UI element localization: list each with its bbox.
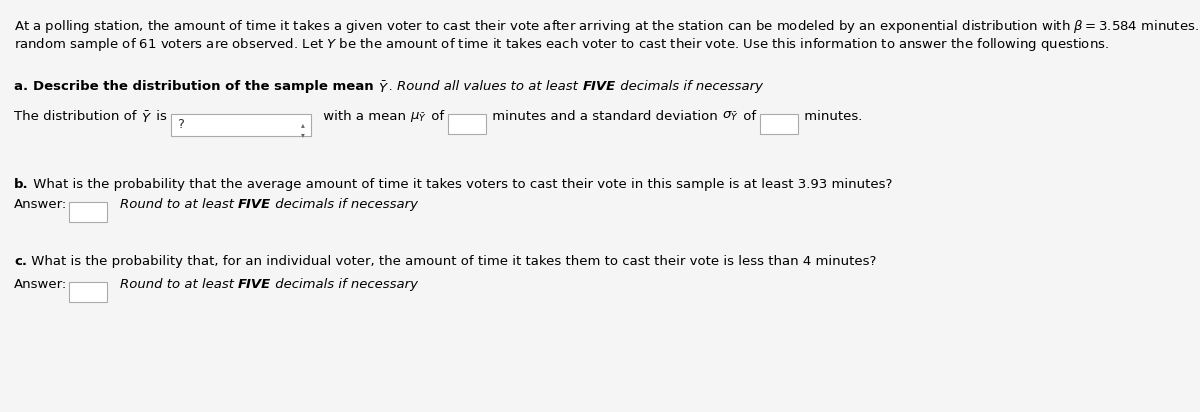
Text: $\sigma_{\bar{Y}}$: $\sigma_{\bar{Y}}$ [722,110,739,123]
Text: minutes.: minutes. [800,110,863,123]
Text: Round to at least: Round to at least [120,198,238,211]
Text: Answer:: Answer: [14,278,67,291]
Text: Round to at least: Round to at least [120,278,238,291]
Text: random sample of 61 voters are observed. Let $Y$ be the amount of time it takes : random sample of 61 voters are observed.… [14,36,1109,53]
Text: of: of [739,110,761,123]
Text: $\bar{Y}$: $\bar{Y}$ [378,80,389,96]
Text: is: is [151,110,170,123]
Text: The distribution of: The distribution of [14,110,140,123]
Text: of: of [427,110,449,123]
Text: .: . [389,80,397,93]
Text: minutes and a standard deviation: minutes and a standard deviation [488,110,722,123]
Text: What is the probability that, for an individual voter, the amount of time it tak: What is the probability that, for an ind… [28,255,876,268]
Text: At a polling station, the amount of time it takes a given voter to cast their vo: At a polling station, the amount of time… [14,18,1200,35]
Text: What is the probability that the average amount of time it takes voters to cast : What is the probability that the average… [29,178,892,191]
Text: with a mean: with a mean [319,110,410,123]
Text: Round all values to at least: Round all values to at least [397,80,582,93]
Text: ▴
▾: ▴ ▾ [301,120,305,139]
Text: FIVE: FIVE [582,80,616,93]
Text: ?: ? [176,118,184,131]
Text: $\bar{Y}$: $\bar{Y}$ [140,110,151,126]
Text: b.: b. [14,178,29,191]
Text: decimals if necessary: decimals if necessary [271,198,418,211]
Text: FIVE: FIVE [238,198,271,211]
Text: a.: a. [14,80,32,93]
Text: Describe the distribution of the sample mean: Describe the distribution of the sample … [32,80,378,93]
Text: Answer:: Answer: [14,198,67,211]
Text: c.: c. [14,255,28,268]
Text: FIVE: FIVE [238,278,271,291]
Text: decimals if necessary: decimals if necessary [616,80,763,93]
Text: $\mu_{\bar{Y}}$: $\mu_{\bar{Y}}$ [410,110,427,124]
Text: decimals if necessary: decimals if necessary [271,278,418,291]
